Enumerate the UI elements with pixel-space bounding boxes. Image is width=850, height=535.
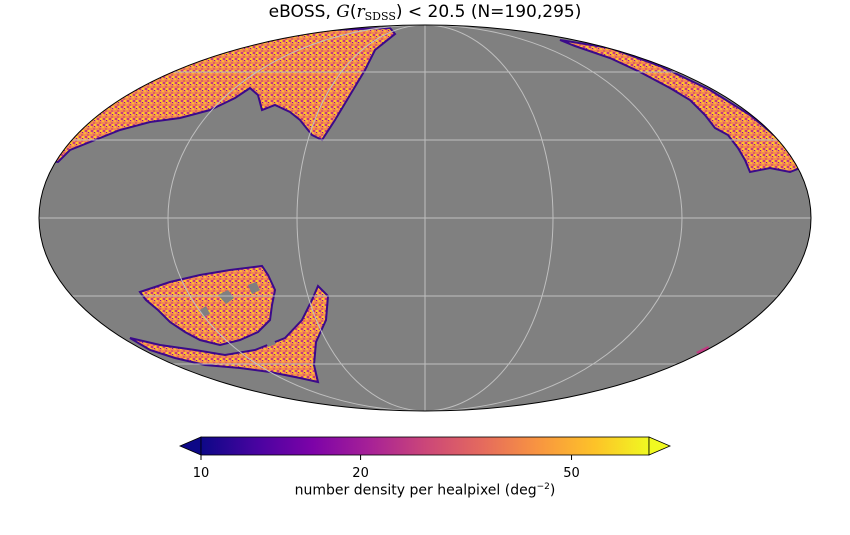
- colorbar-over-arrow: [648, 436, 672, 456]
- title-subscript: SDSS: [364, 10, 396, 23]
- footprints: [39, 26, 802, 384]
- colorbar-gradient: [200, 436, 650, 456]
- footprint-sgc-lower: [129, 284, 330, 384]
- footprint-ngc-east: [559, 39, 802, 174]
- colorbar-under-arrow: [178, 436, 202, 456]
- colorbar-label-close: ): [549, 482, 556, 499]
- colorbar-tick-label: 50: [563, 466, 580, 481]
- title-count: (N=190,295): [470, 2, 582, 22]
- colorbar-label-text: number density per healpixel (deg: [294, 482, 537, 499]
- title-comparison: < 20.5: [407, 2, 466, 22]
- title-survey: eBOSS: [268, 2, 326, 22]
- footprint-holes: [200, 282, 276, 347]
- colorbar-label-exponent: −2: [536, 482, 550, 492]
- colorbar-label: number density per healpixel (deg−2): [0, 482, 850, 499]
- title-r: r: [356, 2, 365, 22]
- title-g: G: [336, 2, 350, 22]
- colorbar-tick-label: 10: [192, 466, 210, 481]
- map-outline: [38, 24, 812, 412]
- colorbar-ticks: [200, 455, 573, 460]
- map-title: eBOSS, G(rSDSS) < 20.5 (N=190,295): [268, 2, 582, 23]
- footprint-sgc-upper: [138, 264, 277, 347]
- colorbar-tick-label: 20: [352, 466, 369, 481]
